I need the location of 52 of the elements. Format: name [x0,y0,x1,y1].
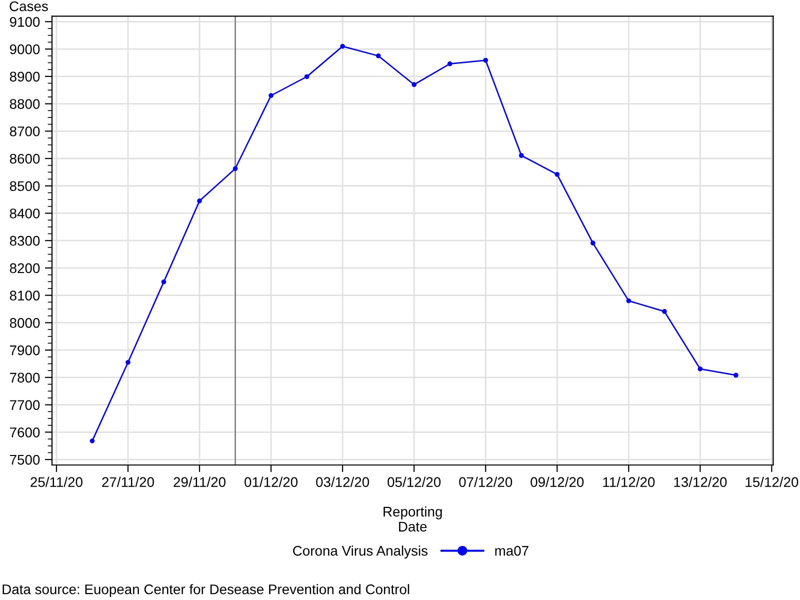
y-tick-label: 8500 [10,181,40,192]
x-tick-label: 05/12/20 [388,476,441,488]
x-tick-label: 27/11/20 [102,476,154,488]
y-tick-label: 7900 [10,345,40,356]
point [126,360,130,365]
point [554,172,560,177]
point [376,53,381,58]
x-tick-label: 15/12/20 [746,476,798,488]
y-tick-label: 9100 [10,17,40,27]
y-tick-label: 9000 [10,44,40,54]
y-tick-label: 7800 [10,372,40,383]
point [90,438,95,444]
legend-title: Corona Virus Analysis [293,546,428,558]
point [698,366,703,372]
y-tick-label: 7600 [10,427,40,438]
y-tick-label: 8600 [10,154,40,164]
x-tick-label: 09/12/20 [530,476,584,488]
point [734,372,738,378]
point [268,93,274,98]
y-tick-label: 8400 [10,208,40,218]
y-tick-label: 8100 [10,290,40,300]
point [197,198,202,204]
x-tick-label: 25/11/20 [30,476,82,488]
point [518,153,524,158]
point [232,166,238,172]
point [161,279,166,284]
y-tick-label: 8800 [10,99,40,109]
y-tick-label: 8200 [10,263,40,274]
point [626,298,632,304]
y-tick-label: 8000 [10,318,40,328]
y-tick-label: 8700 [10,126,40,136]
y-tick-label: 7700 [10,400,40,410]
point [412,82,417,88]
x-tick-label: 07/12/20 [459,476,512,488]
x-tick-label: 11/12/20 [603,476,655,488]
x-tick-label: 13/12/20 [674,476,727,488]
y-tick-label: 8900 [10,72,40,82]
x-tick-label: 03/12/20 [316,476,370,488]
point [662,309,667,314]
x-axis-title: Reporting Date [384,506,442,532]
x-tick-label: 29/11/20 [174,476,226,488]
source-note: Data source: Euopean Center for Desease Prevention and Control [2,584,410,597]
point [590,240,596,246]
y-tick-label: 7500 [10,454,40,465]
x-tick-label: 01/12/20 [244,476,298,488]
y-tick-label: 8300 [10,236,40,246]
legend-label: ma07 [495,546,528,556]
point [304,74,310,80]
y-axis-title: Cases [10,1,48,12]
point [340,44,345,49]
point [483,58,488,63]
point [447,61,452,66]
